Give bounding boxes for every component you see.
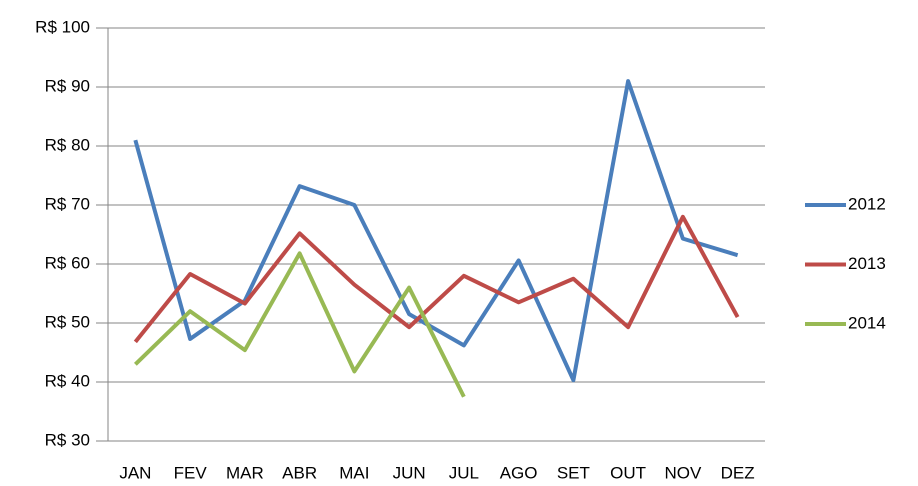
x-tick-label: JUN (393, 463, 426, 482)
x-tick-label: MAI (339, 463, 369, 482)
x-tick-label: ABR (282, 463, 317, 482)
y-tick-label: R$ 40 (45, 371, 90, 390)
x-tick-label: AGO (500, 463, 538, 482)
x-tick-label: JAN (119, 463, 151, 482)
series-line (133, 251, 466, 398)
x-tick-label: DEZ (721, 463, 755, 482)
x-tick-label: SET (557, 463, 590, 482)
y-tick-label: R$ 90 (45, 76, 90, 95)
x-tick-label: MAR (226, 463, 264, 482)
legend-label: 2014 (848, 313, 886, 332)
x-tick-label: JUL (449, 463, 479, 482)
y-tick-label: R$ 50 (45, 312, 90, 331)
y-tick-label: R$ 60 (45, 253, 90, 272)
series-line (133, 79, 739, 383)
x-tick-label: FEV (174, 463, 208, 482)
legend-label: 2012 (848, 194, 886, 213)
y-tick-label: R$ 100 (35, 17, 90, 36)
x-tick-label: NOV (664, 463, 702, 482)
x-tick-label: OUT (610, 463, 646, 482)
series-line (133, 214, 740, 344)
y-tick-label: R$ 70 (45, 194, 90, 213)
y-tick-label: R$ 30 (45, 430, 90, 449)
y-tick-label: R$ 80 (45, 135, 90, 154)
legend-label: 2013 (848, 254, 886, 273)
